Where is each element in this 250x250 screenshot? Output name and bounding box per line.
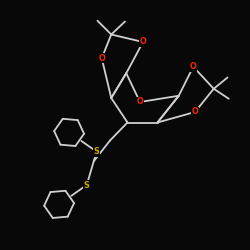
Text: O: O (140, 38, 146, 46)
Text: O: O (192, 108, 198, 116)
Text: O: O (98, 54, 105, 63)
Text: S: S (84, 180, 90, 190)
Text: S: S (94, 147, 100, 156)
Text: O: O (190, 62, 196, 71)
Text: O: O (136, 98, 143, 106)
